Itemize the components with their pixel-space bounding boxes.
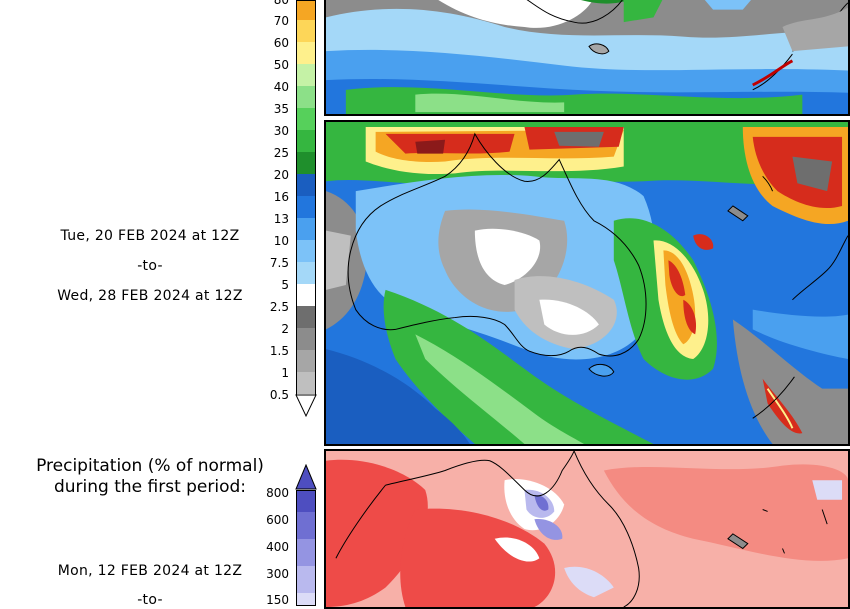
anomaly-title-line2: during the first period:	[53, 477, 247, 497]
colorbar-seg-20	[296, 174, 316, 196]
anomaly-period-separator: -to-	[137, 592, 163, 608]
colorbar-seg-50	[296, 64, 316, 86]
colorbar-seg-35	[296, 108, 316, 130]
colorbar-seg-60	[296, 42, 316, 64]
anomaly-title-line1: Precipitation (% of normal)	[36, 456, 264, 476]
colorbar-seg-5	[296, 284, 316, 306]
period-start-label: Tue, 20 FEB 2024 at 12Z	[60, 228, 240, 244]
tick-label: 2	[281, 322, 289, 336]
colorbar-seg-13	[296, 218, 316, 240]
tick-label: 13	[273, 212, 289, 226]
tick-label: 16	[273, 190, 289, 204]
colorbar-seg-25	[296, 152, 316, 174]
colorbar-seg-30	[296, 130, 316, 152]
colorbar-seg-2.5	[296, 306, 316, 328]
tick-label: 1.5	[269, 344, 289, 358]
colorbar-seg-70	[296, 20, 316, 42]
anomaly-period-start-label: Mon, 12 FEB 2024 at 12Z	[57, 563, 243, 579]
anomaly-tick-label: 800	[266, 486, 289, 500]
tick-label: 80	[273, 0, 289, 7]
colorbar-seg-1.5	[296, 350, 316, 372]
tick-label: 7.5	[269, 256, 289, 270]
tick-label: 20	[273, 168, 289, 182]
tick-label: 10	[273, 234, 289, 248]
colorbar-seg-80	[296, 0, 316, 20]
precip-anomaly-map	[324, 449, 850, 609]
precip-colorbar	[296, 0, 316, 396]
precip-map-previous	[324, 0, 850, 116]
tick-label: 50	[273, 58, 289, 72]
anomaly-seg-800	[296, 490, 316, 512]
colorbar-seg-2	[296, 328, 316, 350]
anomaly-seg-300	[296, 566, 316, 593]
tick-label: 40	[273, 80, 289, 94]
anomaly-tick-label: 600	[266, 513, 289, 527]
period-separator: -to-	[137, 258, 163, 274]
anomaly-colorbar-arrow-top	[295, 464, 317, 490]
anomaly-seg-400	[296, 539, 316, 566]
tick-label: 60	[273, 36, 289, 50]
tick-label: 5	[281, 278, 289, 292]
period-end-label: Wed, 28 FEB 2024 at 12Z	[57, 288, 243, 304]
colorbar-seg-10	[296, 240, 316, 262]
tick-label: 35	[273, 102, 289, 116]
tick-label: 30	[273, 124, 289, 138]
tick-label: 2.5	[269, 300, 289, 314]
tick-label: 70	[273, 14, 289, 28]
tick-label: 0.5	[269, 388, 289, 402]
anomaly-seg-600	[296, 512, 316, 539]
precip-map-main	[324, 120, 850, 446]
colorbar-seg-40	[296, 86, 316, 108]
tick-label: 1	[281, 366, 289, 380]
colorbar-seg-7.5	[296, 262, 316, 284]
tick-label: 25	[273, 146, 289, 160]
anomaly-tick-label: 400	[266, 540, 289, 554]
colorbar-arrow-bottom	[295, 394, 317, 418]
anomaly-colorbar	[296, 490, 316, 606]
colorbar-seg-1	[296, 372, 316, 394]
anomaly-tick-label: 300	[266, 567, 289, 581]
colorbar-seg-16	[296, 196, 316, 218]
